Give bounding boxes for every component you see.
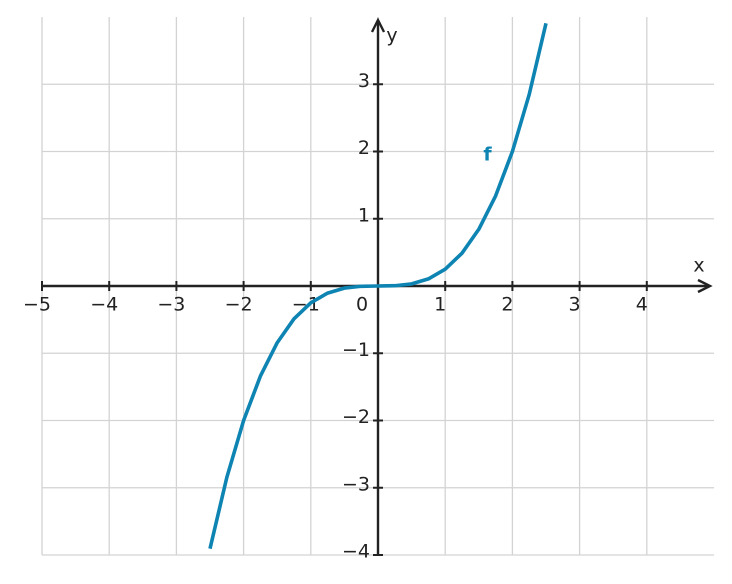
x-tick-label: −1 [292, 294, 320, 316]
x-tick-label: −3 [157, 294, 185, 316]
x-tick-label: 0 [356, 294, 368, 316]
y-tick-label: −3 [342, 473, 370, 495]
y-tick-label: 3 [358, 70, 370, 92]
y-tick-label: 1 [358, 204, 370, 226]
function-curve [208, 22, 548, 550]
y-tick-label: −4 [342, 541, 370, 563]
x-tick-label: 4 [636, 294, 648, 316]
plot-area [208, 22, 548, 550]
y-axis-arrow [370, 17, 386, 33]
y-tick-label: 2 [358, 137, 370, 159]
x-tick-label: −2 [225, 294, 253, 316]
y-tick-label: −1 [342, 339, 370, 361]
axes: x y −5 −4 −3 −2 −1 0 1 2 3 4 −4 −3 −2 −1 1 2 3 [23, 17, 713, 563]
x-axis-label: x [693, 255, 704, 277]
x-tick-label: 3 [569, 294, 581, 316]
x-axis-arrow [697, 278, 713, 294]
x-tick-label: −4 [90, 294, 118, 316]
y-tick-label: −2 [342, 406, 370, 428]
x-tick-label: 2 [501, 294, 513, 316]
x-tick-label: −5 [23, 294, 51, 316]
function-label: f [483, 143, 492, 165]
y-axis-label: y [386, 25, 397, 47]
x-tick-label: 1 [434, 294, 446, 316]
